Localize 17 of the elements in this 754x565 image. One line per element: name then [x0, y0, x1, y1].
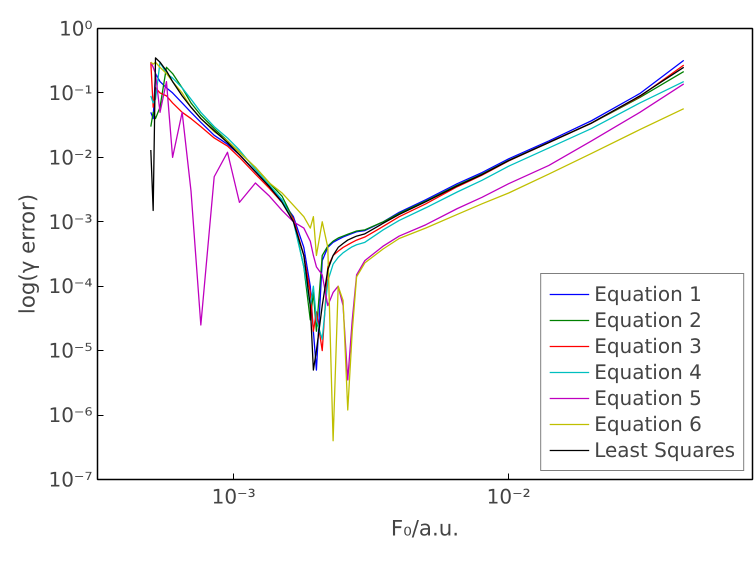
x-axis-title: F₀/a.u.	[390, 516, 460, 542]
y-tick-label: 10⁻¹	[48, 80, 93, 105]
y-tick-label: 10⁻⁷	[48, 468, 93, 492]
y-tick-label: 10⁻²	[48, 145, 93, 170]
legend-label: Equation 3	[594, 334, 702, 358]
y-tick-label: 10⁻⁵	[48, 338, 93, 363]
legend-label: Equation 4	[594, 360, 702, 384]
y-tick-label: 10⁻³	[48, 210, 93, 234]
y-axis-title: log(γ error)	[15, 194, 40, 314]
legend-label: Least Squares	[594, 438, 735, 462]
y-tick-label: 10⁻⁴	[48, 274, 93, 298]
y-tick-label: 10⁰	[59, 16, 92, 40]
legend-label: Equation 5	[594, 386, 702, 410]
legend-label: Equation 2	[594, 308, 702, 332]
legend-label: Equation 6	[594, 412, 702, 436]
legend-label: Equation 1	[594, 282, 702, 306]
y-tick-label: 10⁻⁶	[48, 403, 93, 428]
